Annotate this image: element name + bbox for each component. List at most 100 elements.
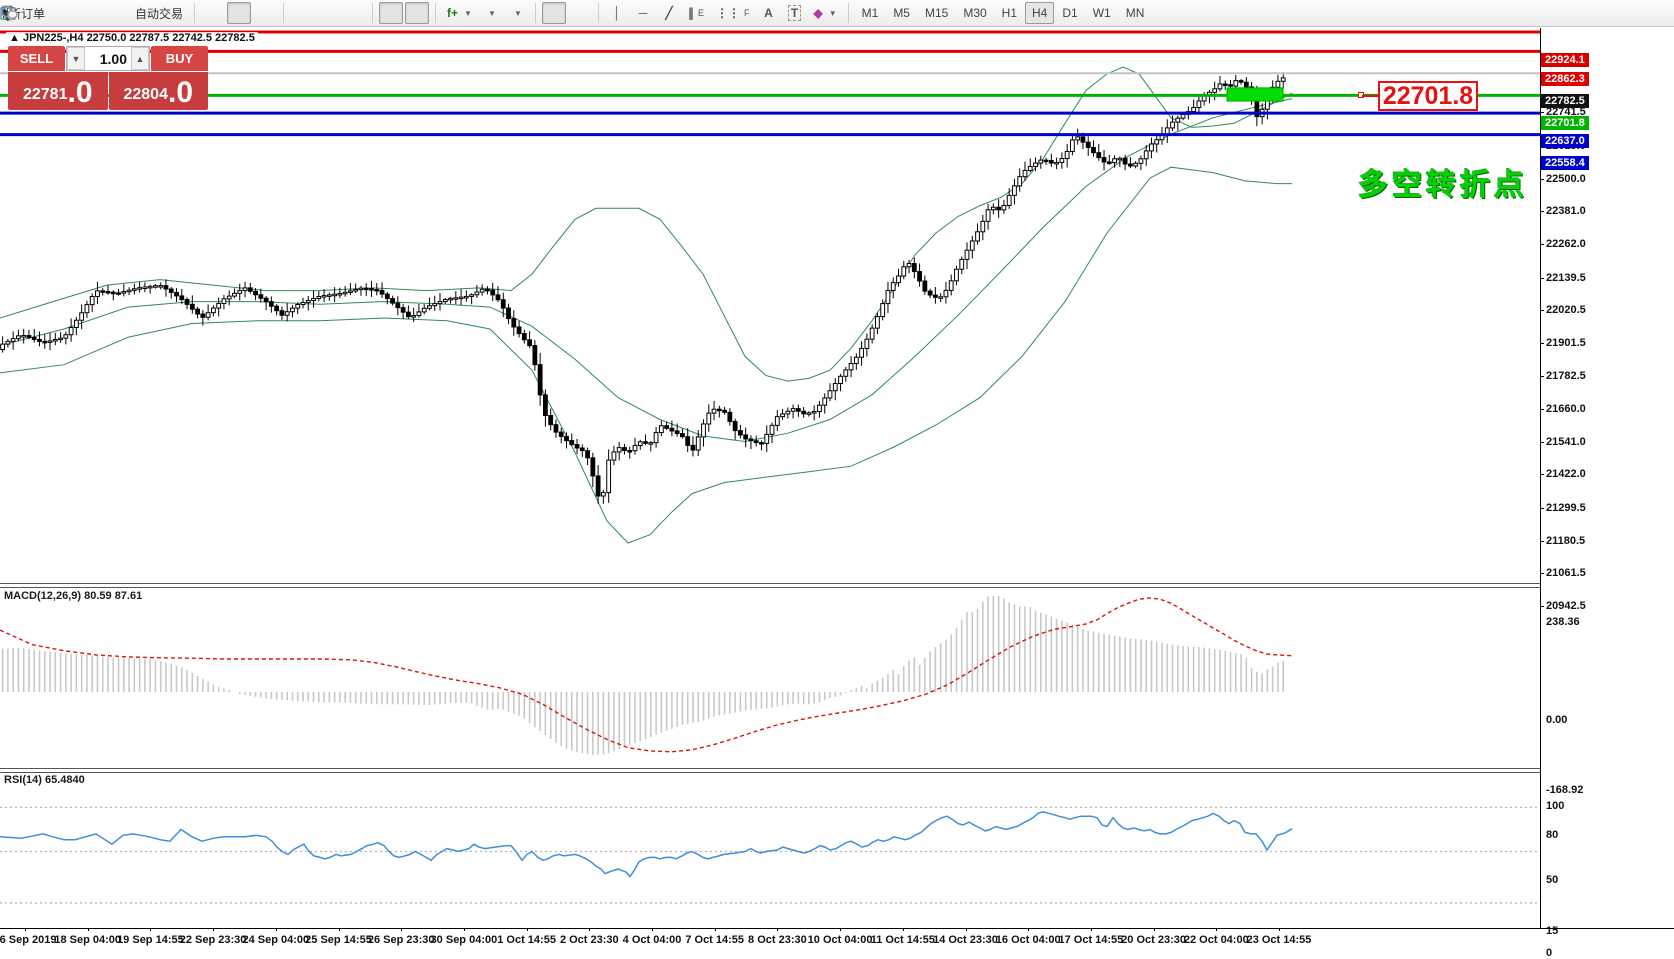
trendline-icon: ╱	[665, 6, 673, 20]
toolbar-separator	[283, 3, 285, 23]
candlestick-chart-button[interactable]	[2, 2, 252, 24]
level-price-label: 22558.4	[1541, 155, 1589, 170]
chart-shift-button[interactable]	[1, 2, 430, 24]
date-tick	[213, 928, 215, 931]
timeframe-button-w1[interactable]: W1	[1092, 6, 1111, 20]
toolbar-separator	[597, 3, 599, 23]
date-label: 22 Oct 04:00	[1183, 934, 1249, 946]
add-indicator-icon: f+	[447, 6, 459, 20]
price-tick-label: 21180.5	[1539, 534, 1586, 547]
rsi-tick-label: 15	[1546, 924, 1559, 937]
zoom-out-button[interactable]	[1, 2, 340, 24]
timeframe-button-d1[interactable]: D1	[1062, 6, 1078, 20]
date-tick	[714, 928, 716, 931]
panel-divider[interactable]	[0, 768, 1541, 773]
signals-button[interactable]	[1, 2, 128, 24]
timeframe-button-h1[interactable]: H1	[1001, 6, 1018, 20]
date-axis-border	[0, 928, 1674, 929]
macd-name: MACD(12,26,9)	[4, 590, 82, 602]
chart-window[interactable]: ▲ JPN225-,H4 22750.0 22787.5 22742.5 227…	[0, 28, 1674, 959]
crosshair-button[interactable]	[1, 2, 592, 24]
timeframe-button-m5[interactable]: M5	[893, 6, 910, 20]
text-tool[interactable]: A	[756, 2, 780, 24]
rsi-panel-canvas[interactable]	[0, 771, 1540, 928]
main-toolbar: 新订单 自动交易 f+ ▼ ▼ ▼	[0, 0, 1674, 27]
date-label: 25 Sep 14:55	[305, 934, 372, 946]
market-watch-button[interactable]	[2, 2, 102, 24]
date-label: 30 Sep 04:00	[430, 934, 498, 946]
date-tick	[275, 928, 277, 931]
date-label: 2 Oct 23:30	[559, 934, 619, 946]
macd-tick-label: 0.00	[1546, 714, 1568, 726]
volume-value[interactable]: 1.00	[99, 50, 127, 67]
date-tick	[589, 928, 591, 931]
sell-button[interactable]: SELL	[8, 46, 65, 71]
buy-price[interactable]: 22804 .0	[108, 72, 208, 110]
timeframe-button-m30[interactable]: M30	[963, 6, 987, 20]
buy-button[interactable]: BUY	[151, 46, 208, 71]
macd-value-signal: 87.61	[114, 590, 143, 602]
ohlc-close: 22782.5	[215, 32, 255, 44]
auto-scroll-button[interactable]	[1, 2, 404, 24]
macd-panel-canvas[interactable]	[0, 586, 1540, 768]
turning-point-note[interactable]: 多空转折点	[1358, 169, 1528, 202]
zoom-in-button[interactable]	[1, 2, 314, 24]
tile-windows-button[interactable]	[2, 2, 366, 24]
buy-price-decimal: .0	[167, 76, 194, 109]
panel-divider[interactable]	[0, 583, 1541, 588]
one-click-trading-panel: SELL ▼ 1.00 ▲ BUY 22781 .0 22804 .0	[8, 46, 208, 110]
price-tick-label: 21541.0	[1540, 435, 1586, 448]
date-label: 8 Oct 23:30	[748, 934, 807, 946]
trendline-tool[interactable]: ╱	[657, 2, 681, 24]
price-callout-box[interactable]: 22701.8	[1378, 81, 1478, 111]
timeframe-button-h4[interactable]: H4	[1025, 2, 1055, 24]
date-tick	[1028, 928, 1030, 931]
charts-button[interactable]	[2, 2, 76, 24]
add-indicator-button[interactable]: f+ ▼	[442, 2, 477, 24]
date-tick	[1153, 928, 1155, 931]
price-tick-label: 21782.5	[1540, 369, 1586, 382]
timeframe-button-m1[interactable]: M1	[861, 6, 879, 20]
toolbar-separator	[534, 3, 536, 23]
volume-increase-button[interactable]: ▲	[131, 47, 149, 70]
date-tick	[87, 928, 89, 931]
date-label: 7 Oct 14:55	[685, 934, 745, 946]
timeframe-button-m15[interactable]: M15	[924, 6, 949, 20]
timeframe-button-mn[interactable]: MN	[1125, 6, 1145, 20]
bar-chart-button[interactable]	[2, 2, 225, 24]
date-tick	[777, 928, 779, 931]
auto-trading-button[interactable]: 自动交易	[2, 2, 188, 24]
price-chart-canvas[interactable]	[0, 28, 1540, 583]
arrows-tool[interactable]: ◆ ▼	[808, 2, 841, 24]
price-tick-label: 20942.5	[1540, 599, 1586, 612]
sell-price[interactable]: 22781 .0	[8, 72, 108, 110]
arrows-icon: ◆	[813, 6, 823, 20]
sell-price-main: 22781	[22, 86, 68, 103]
level-price-label: 22701.8	[1541, 116, 1589, 131]
channel-tool[interactable]: ∥ E	[683, 2, 709, 24]
chat-button[interactable]	[0, 2, 1670, 24]
horizontal-line-tool[interactable]: ─	[631, 2, 655, 24]
cursor-button[interactable]	[3, 2, 566, 24]
price-tick-label: 21660.0	[1540, 403, 1586, 416]
line-chart-button[interactable]	[1, 2, 277, 24]
rsi-tick-label: 100	[1546, 800, 1565, 812]
collapse-marker-icon[interactable]: ▲	[9, 32, 20, 44]
fibonacci-tool[interactable]: ⋮⋮ F	[711, 2, 755, 24]
rsi-tick-label: 50	[1546, 873, 1559, 886]
date-label: 16 Oct 04:00	[995, 934, 1061, 946]
toolbar-separator	[435, 3, 437, 23]
templates-button[interactable]: ▼	[0, 2, 529, 24]
label-tool[interactable]: T	[782, 2, 806, 24]
search-button[interactable]	[1, 2, 1644, 24]
toolbar-separator	[194, 3, 196, 23]
macd-tick-label: 238.36	[1546, 615, 1580, 628]
buy-price-main: 22804	[123, 86, 168, 103]
fibonacci-icon: ⋮⋮	[715, 6, 740, 20]
rsi-value: 65.4840	[44, 774, 85, 786]
date-tick	[965, 928, 967, 931]
vertical-line-tool[interactable]: │	[605, 2, 629, 24]
vertical-line-icon: │	[613, 6, 621, 20]
volume-decrease-button[interactable]: ▼	[67, 47, 85, 70]
periods-button[interactable]: ▼	[1, 2, 503, 24]
